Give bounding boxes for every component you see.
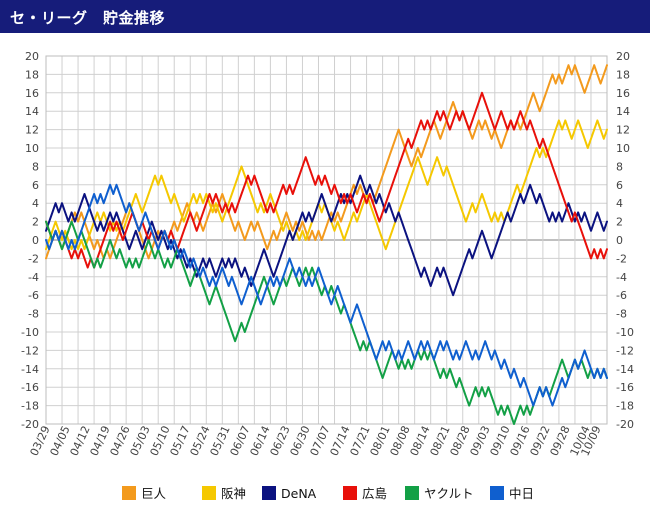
y-tick-label-right: 6 <box>616 179 623 192</box>
legend[interactable]: 巨人 阪神 DeNA 広島 ヤクルト 中日 <box>122 486 534 501</box>
y-tick-label-right: 10 <box>616 142 630 155</box>
y-tick-label-right: 8 <box>616 160 623 173</box>
series-line-3 <box>45 91 608 269</box>
legend-label-0[interactable]: 巨人 <box>141 486 167 501</box>
y-tick-label-right: 16 <box>616 87 630 100</box>
y-tick-label-left: -8 <box>28 308 39 321</box>
chart-header: セ・リーグ 貯金推移 <box>0 0 650 33</box>
line-chart: 20181614121086420-2-4-6-8-10-12-14-16-18… <box>21 50 634 501</box>
y-tick-label-left: 6 <box>32 179 39 192</box>
y-tick-label-left: 18 <box>25 68 39 81</box>
y-tick-label-left: -14 <box>21 363 39 376</box>
y-tick-label-left: 10 <box>25 142 39 155</box>
series-line-0 <box>45 64 608 260</box>
y-tick-label-left: -4 <box>28 271 39 284</box>
y-tick-label-left: 20 <box>25 50 39 63</box>
legend-label-2[interactable]: DeNA <box>281 486 317 501</box>
chart-title: セ・リーグ 貯金推移 <box>10 9 166 27</box>
y-tick-label-right: -2 <box>616 252 627 265</box>
y-tick-label-right: -6 <box>616 289 627 302</box>
y-tick-label-right: 0 <box>616 234 623 247</box>
y-tick-label-left: -10 <box>21 326 39 339</box>
y-tick-label-right: -12 <box>616 344 634 357</box>
y-tick-label-left: 4 <box>32 197 39 210</box>
y-tick-label-right: 14 <box>616 105 630 118</box>
y-axis-left: 20181614121086420-2-4-6-8-10-12-14-16-18… <box>21 50 39 431</box>
series-line-5 <box>45 183 608 407</box>
legend-label-4[interactable]: ヤクルト <box>424 486 474 501</box>
legend-swatch-3[interactable] <box>343 486 357 500</box>
y-tick-label-right: -14 <box>616 363 634 376</box>
legend-swatch-5[interactable] <box>490 486 504 500</box>
y-tick-label-right: 4 <box>616 197 623 210</box>
legend-swatch-2[interactable] <box>262 486 276 500</box>
y-tick-label-left: 8 <box>32 160 39 173</box>
y-tick-label-right: 18 <box>616 68 630 81</box>
y-tick-label-right: -18 <box>616 400 634 413</box>
x-axis: 03/2904/0504/1204/1904/2605/0305/1005/17… <box>28 424 604 458</box>
legend-label-5[interactable]: 中日 <box>509 486 534 501</box>
y-tick-label-right: 20 <box>616 50 630 63</box>
y-tick-label-right: 2 <box>616 216 623 229</box>
legend-label-3[interactable]: 広島 <box>362 486 387 501</box>
y-tick-label-left: 14 <box>25 105 39 118</box>
y-tick-label-left: -18 <box>21 400 39 413</box>
y-tick-label-right: 12 <box>616 124 630 137</box>
legend-swatch-1[interactable] <box>202 486 216 500</box>
y-tick-label-right: -20 <box>616 418 634 431</box>
y-tick-label-left: -12 <box>21 344 39 357</box>
y-tick-label-left: 16 <box>25 87 39 100</box>
y-tick-label-left: -2 <box>28 252 39 265</box>
series-lines <box>45 64 608 425</box>
y-axis-right: 20181614121086420-2-4-6-8-10-12-14-16-18… <box>616 50 634 431</box>
y-tick-label-right: -4 <box>616 271 627 284</box>
series-line-2 <box>45 174 608 297</box>
y-tick-label-left: -20 <box>21 418 39 431</box>
grid-lines <box>45 55 608 425</box>
legend-label-1[interactable]: 阪神 <box>221 486 246 501</box>
legend-swatch-0[interactable] <box>122 486 136 500</box>
series-line-4 <box>45 220 608 425</box>
y-tick-label-right: -8 <box>616 308 627 321</box>
y-tick-label-left: -16 <box>21 381 39 394</box>
y-tick-label-left: -6 <box>28 289 39 302</box>
y-tick-label-right: -16 <box>616 381 634 394</box>
y-tick-label-left: 0 <box>32 234 39 247</box>
y-tick-label-left: 2 <box>32 216 39 229</box>
legend-swatch-4[interactable] <box>405 486 419 500</box>
y-tick-label-left: 12 <box>25 124 39 137</box>
y-tick-label-right: -10 <box>616 326 634 339</box>
